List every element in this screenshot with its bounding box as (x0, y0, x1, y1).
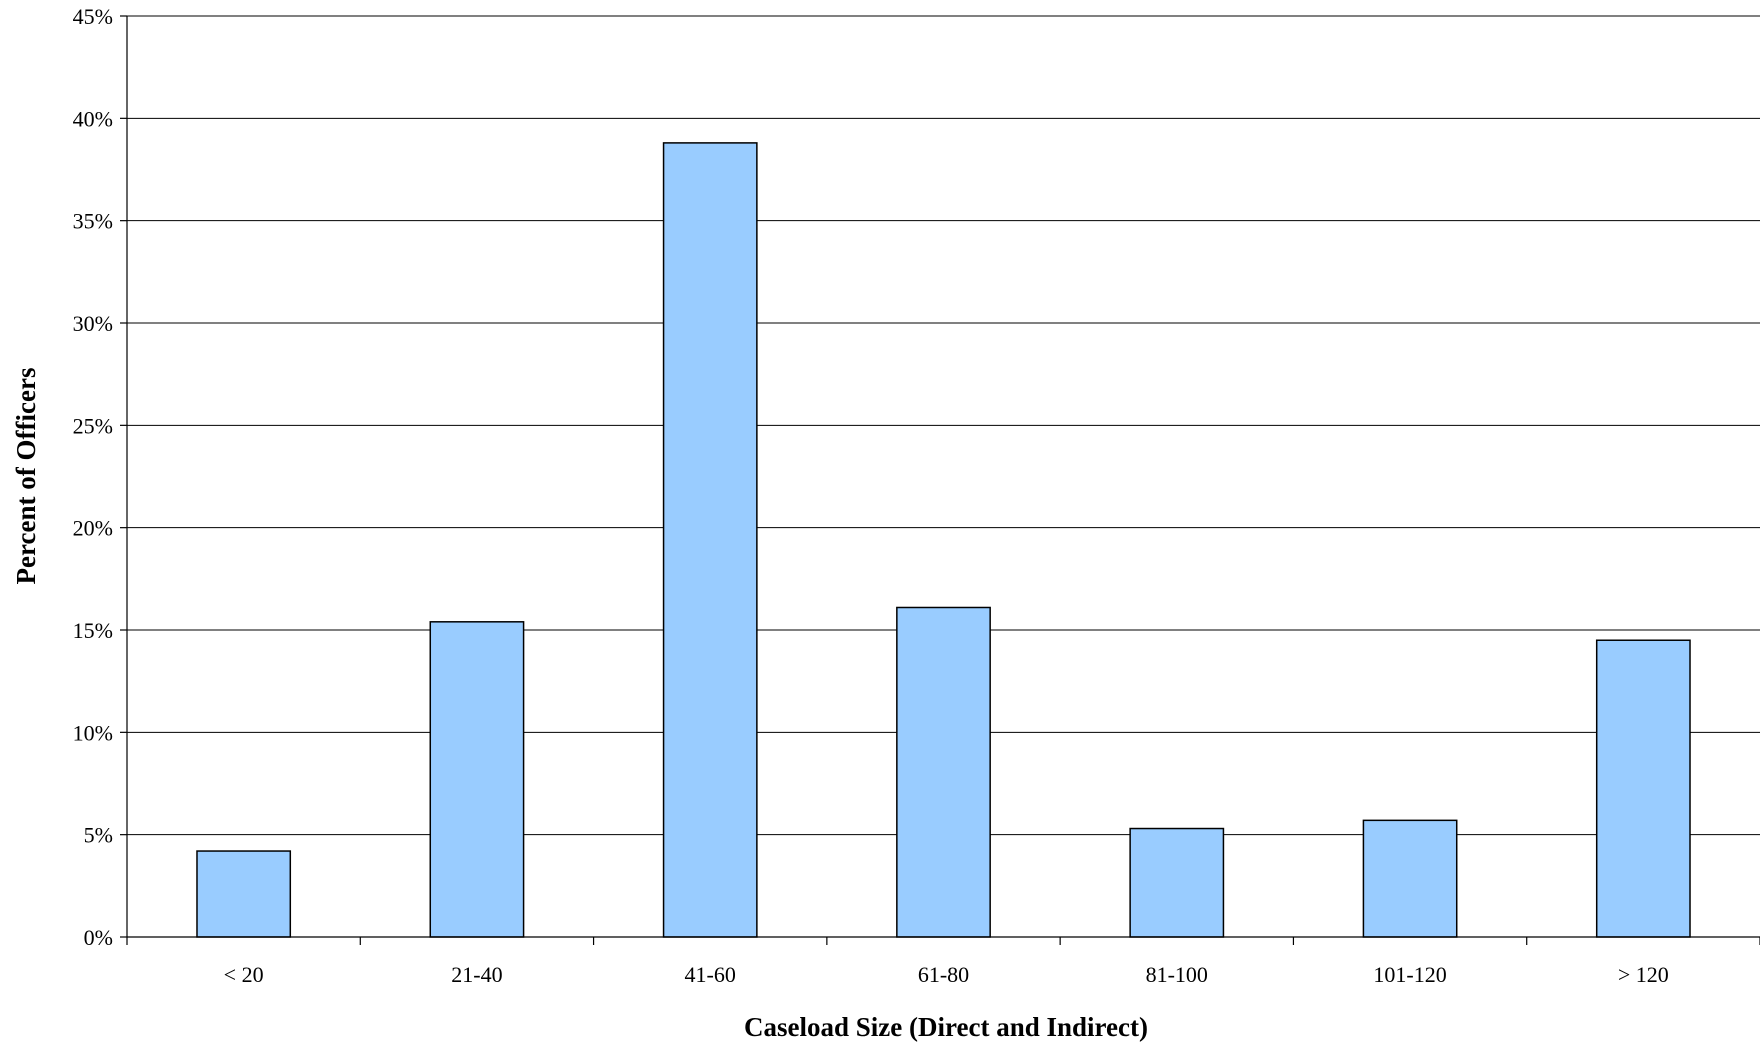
x-tick-labels: < 20 21-40 41-60 61-80 81-100 101-120 > 120 (224, 962, 1669, 987)
x-axis-title: Caseload Size (Direct and Indirect) (744, 1012, 1148, 1042)
y-tick-label: 45% (73, 4, 113, 29)
bar (896, 606, 991, 938)
gridlines (127, 15, 1760, 836)
axes (120, 15, 1760, 945)
x-tick-label: > 120 (1618, 962, 1669, 987)
y-tick-label: 15% (73, 618, 113, 643)
x-tick-label: 61-80 (918, 962, 969, 987)
x-tick-label: 81-100 (1146, 962, 1208, 987)
y-tick-label: 10% (73, 720, 113, 745)
bar (429, 621, 525, 938)
bar (1129, 827, 1225, 938)
y-tick-labels: 0% 5% 10% 15% 20% 25% 30% 35% 40% 45% (73, 4, 113, 950)
y-tick-label: 0% (84, 925, 113, 950)
y-tick-label: 25% (73, 413, 113, 438)
bar (1595, 639, 1691, 938)
y-axis-title: Percent of Officers (11, 368, 41, 585)
x-tick-label: 41-60 (685, 962, 736, 987)
y-tick-label: 5% (84, 823, 113, 848)
y-tick-label: 35% (73, 209, 113, 234)
x-tick-label: 101-120 (1373, 962, 1446, 987)
y-tick-label: 20% (73, 516, 113, 541)
x-tick-label: 21-40 (451, 962, 502, 987)
x-tick-label: < 20 (224, 962, 264, 987)
bar (662, 142, 758, 938)
bar (196, 850, 292, 938)
y-tick-label: 40% (73, 106, 113, 131)
bars (196, 142, 1691, 938)
bar (1362, 819, 1458, 938)
y-tick-label: 30% (73, 311, 113, 336)
